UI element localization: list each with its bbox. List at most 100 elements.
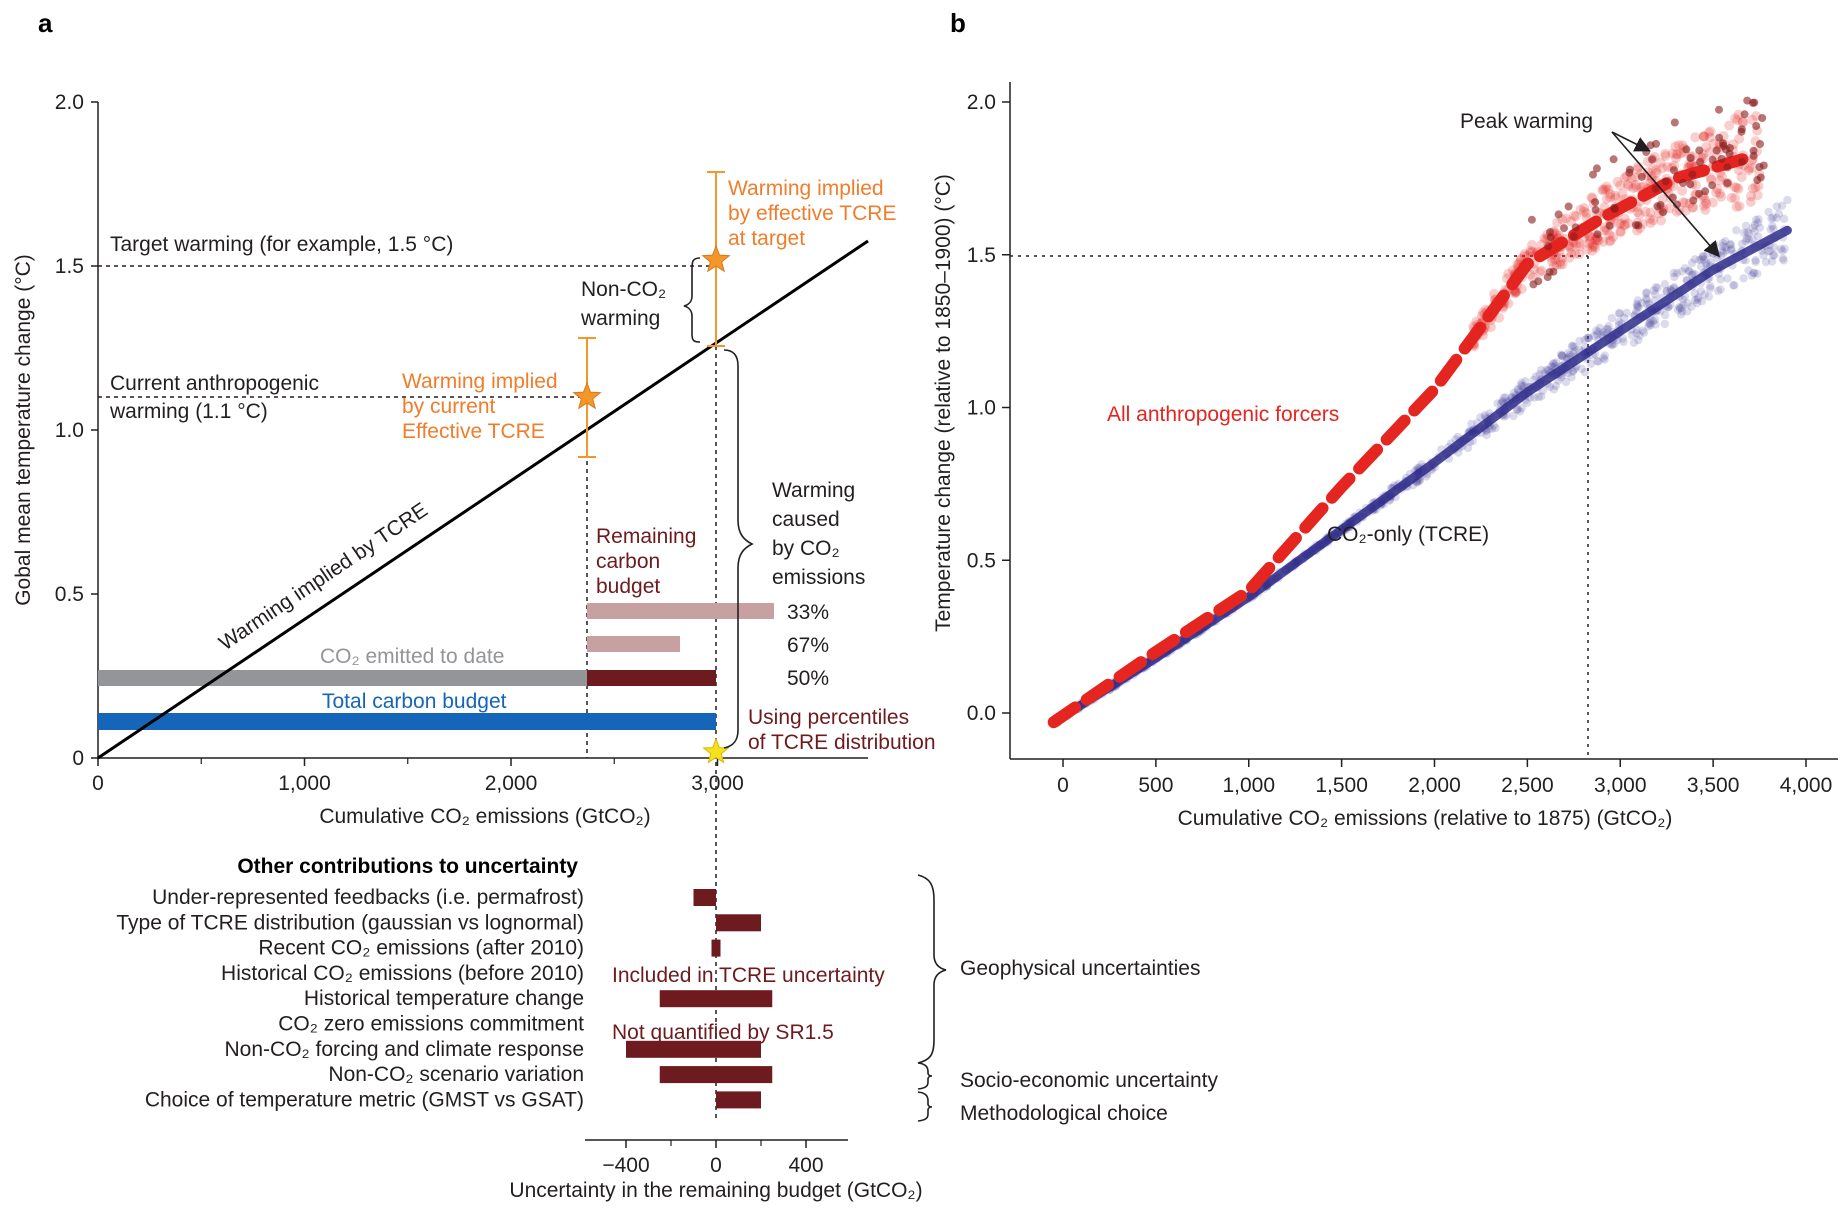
all-forcers-point	[1503, 298, 1514, 309]
all-forcers-point	[1471, 316, 1482, 327]
all-forcers-point	[1670, 141, 1681, 152]
all-forcers-point	[1612, 176, 1623, 187]
co2-only-point	[1599, 328, 1608, 337]
all-forcers-point	[1587, 245, 1598, 256]
all-forcers-point	[1700, 205, 1711, 215]
all-forcers-point	[1498, 302, 1509, 313]
all-forcers-point	[1549, 246, 1560, 256]
all-forcers-point	[1552, 242, 1563, 253]
co2-only-point	[1769, 224, 1778, 234]
co2-only-point	[1676, 310, 1686, 319]
co2-only-point	[1739, 274, 1748, 283]
co2-only-point	[1685, 267, 1694, 276]
co2-only-point	[1692, 298, 1702, 308]
peak-warming-point	[1679, 178, 1687, 187]
all-forcers-point	[1704, 127, 1714, 138]
all-forcers-point	[1487, 312, 1498, 323]
all-forcers-point	[1608, 232, 1619, 242]
all-forcers-point	[1527, 246, 1538, 257]
co2-only-point	[1549, 359, 1559, 368]
all-forcers-point	[1511, 286, 1522, 297]
all-forcers-point	[1714, 188, 1725, 199]
co2-caused-label-1: Warming	[772, 479, 855, 502]
co2-only-point	[1632, 325, 1642, 334]
co2-only-point	[1565, 350, 1575, 360]
co2-only-point	[1716, 275, 1725, 284]
co2-only-point	[1521, 377, 1530, 386]
co2-only-point	[1772, 213, 1781, 223]
all-forcers-point	[1623, 179, 1633, 190]
panel-a-ylabel: Gobal mean temperature change (°C)	[12, 254, 35, 606]
all-forcers-point	[1680, 197, 1690, 208]
b-ytick-label: 1.5	[967, 244, 996, 267]
co2-only-point	[1653, 283, 1662, 293]
all-forcers-point	[1673, 140, 1684, 151]
co2-only-point	[1537, 392, 1546, 401]
all-forcers-point	[1661, 183, 1672, 194]
co2-only-point	[1769, 251, 1778, 260]
all-forcers-point	[1708, 138, 1719, 149]
co2-only-point	[1763, 247, 1773, 256]
co2-only-point	[1764, 207, 1773, 217]
all-forcers-point	[1476, 321, 1487, 332]
budget-33-bar	[587, 603, 774, 619]
co2-only-point	[1627, 330, 1637, 340]
a-ytick-label: 1.0	[55, 419, 84, 442]
percentiles-label-2: of TCRE distribution	[748, 731, 936, 754]
peak-warming-point	[1605, 221, 1614, 230]
co2-only-point	[1501, 393, 1510, 402]
all-forcers-point	[1605, 192, 1616, 203]
all-forcers-point	[1555, 256, 1566, 267]
all-forcers-point	[1687, 202, 1698, 213]
unc-xtick-label: 400	[788, 1154, 823, 1177]
co2-only-point	[1637, 299, 1646, 308]
current-warming-label-2: warming (1.1 °C)	[109, 400, 268, 423]
all-forcers-point	[1660, 151, 1671, 161]
all-forcers-point	[1556, 252, 1567, 263]
all-forcers-point	[1491, 297, 1501, 307]
co2-only-point	[1604, 322, 1613, 331]
co2-only-point	[1614, 309, 1624, 318]
co2-only-point	[1687, 302, 1696, 311]
all-forcers-point	[1478, 307, 1488, 318]
all-forcers-point	[1668, 181, 1679, 192]
peak-warming-point	[1695, 189, 1703, 198]
peak-warming-point	[1696, 158, 1705, 167]
all-forcers-point	[1729, 182, 1740, 193]
unc-xtick-label: 0	[710, 1154, 722, 1177]
co2-only-point	[1730, 281, 1739, 290]
all-forcers-point	[1733, 183, 1744, 194]
co2-only-point	[1767, 214, 1776, 223]
co2-only-point	[1633, 303, 1642, 312]
peak-warming-point	[1719, 139, 1727, 148]
all-forcers-point	[1605, 189, 1616, 200]
uncertainty-title: Other contributions to uncertainty	[237, 855, 578, 878]
co2-only-point	[1690, 295, 1700, 305]
co2-only-point	[1622, 308, 1631, 318]
all-forcers-point	[1509, 271, 1520, 282]
all-forcers-point	[1704, 147, 1715, 158]
co2-only-point	[1561, 377, 1571, 387]
peak-warming-point	[1723, 163, 1732, 172]
all-forcers-point	[1587, 241, 1598, 252]
all-forcers-point	[1643, 183, 1653, 194]
peak-warming-point	[1753, 176, 1762, 185]
all-forcers-point	[1564, 239, 1574, 250]
co2-only-point	[1742, 234, 1752, 243]
all-forcers-point	[1651, 165, 1661, 176]
method-brace	[917, 1091, 933, 1122]
geo-brace	[917, 874, 947, 1064]
co2-only-point	[1531, 372, 1541, 381]
all-forcers-point	[1476, 318, 1487, 329]
all-forcers-point	[1479, 322, 1490, 333]
panel-b-x-ticks: 0 500 1,000 1,500 2,000 2,500 3,000 3,500 4,000	[1057, 759, 1832, 797]
all-forcers-point	[1478, 325, 1488, 336]
co2-only-point	[1594, 327, 1603, 336]
uncertainty-xlabel: Uncertainty in the remaining budget (GtC…	[509, 1179, 922, 1202]
all-forcers-point	[1747, 162, 1758, 173]
all-forcers-point	[1561, 213, 1571, 224]
all-forcers-point	[1601, 181, 1612, 192]
uncertainty-bar	[711, 939, 721, 957]
peak-warming-point	[1712, 146, 1721, 155]
co2-only-point	[1718, 246, 1727, 256]
